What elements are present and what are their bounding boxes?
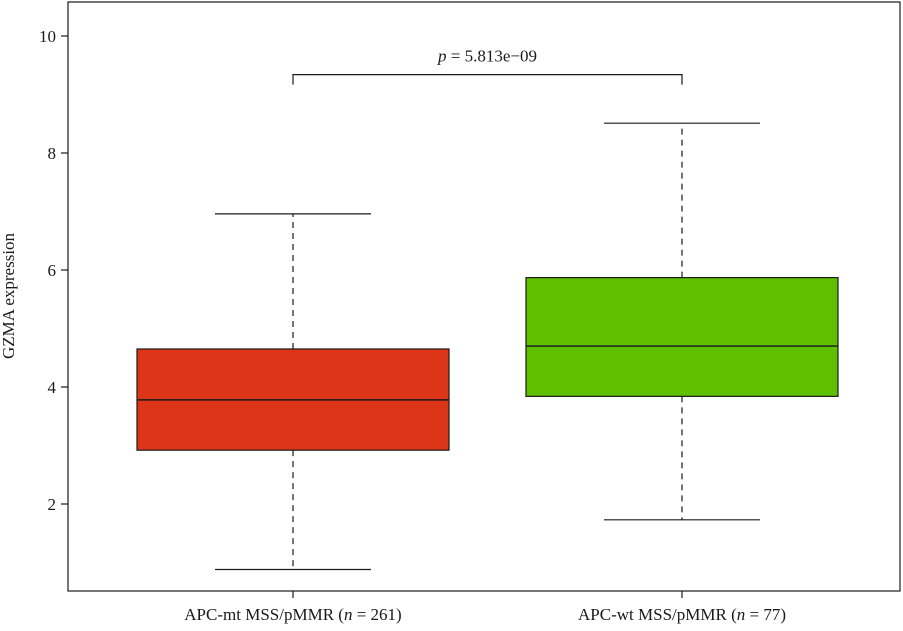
plot-border: [67, 1, 901, 592]
box-group: [525, 122, 839, 521]
y-tick-label: 6: [48, 261, 57, 280]
y-tick-label: 2: [48, 495, 57, 514]
category-label-prefix: APC-mt MSS/pMMR (: [184, 605, 344, 624]
significance-annotation: p = 5.813e−09: [292, 47, 683, 85]
category-label-n: n: [737, 605, 746, 624]
y-axis: 2 4 6 8 10: [39, 27, 68, 514]
category-label-prefix: APC-wt MSS/pMMR (: [578, 605, 737, 624]
x-axis: APC-mt MSS/pMMR (n = 261) APC-wt MSS/pMMR…: [184, 591, 786, 624]
p-symbol: p: [437, 47, 447, 66]
box-group: [136, 213, 450, 571]
significance-bracket: [292, 74, 683, 85]
x-category-label: APC-mt MSS/pMMR (n = 261): [184, 605, 401, 624]
box-series: [136, 122, 839, 571]
y-axis-label: GZMA expression: [0, 232, 18, 359]
y-tick-label: 8: [48, 144, 57, 163]
p-value: = 5.813e−09: [447, 47, 537, 66]
category-label-count: = 77): [745, 605, 786, 624]
p-value-label: p = 5.813e−09: [437, 47, 537, 66]
y-tick-label: 10: [39, 27, 56, 46]
category-label-n: n: [344, 605, 353, 624]
category-label-count: = 261): [352, 605, 401, 624]
x-category-label: APC-wt MSS/pMMR (n = 77): [578, 605, 786, 624]
plot-frame: [67, 1, 901, 592]
iqr-box: [525, 277, 839, 397]
y-tick-label: 4: [48, 378, 57, 397]
